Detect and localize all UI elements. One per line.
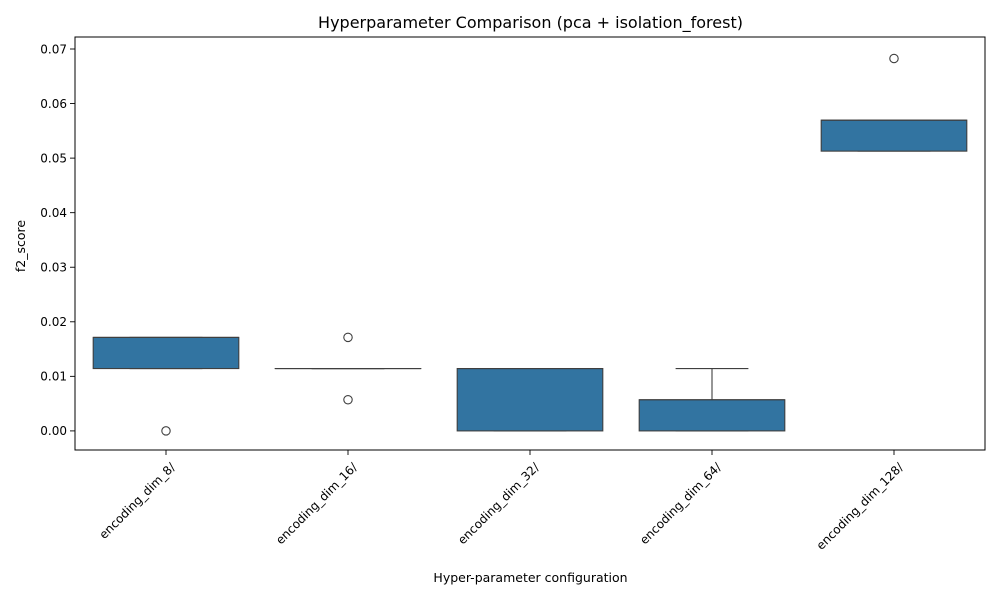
box-body <box>820 119 968 152</box>
x-tick-label: encoding_dim_8/ <box>96 459 178 541</box>
y-tick-label: 0.07 <box>40 42 67 56</box>
x-axis-label: Hyper-parameter configuration <box>433 570 627 585</box>
outlier-point <box>343 332 353 343</box>
box-body <box>638 399 786 432</box>
outlier-point <box>889 53 899 64</box>
y-tick-label: 0.03 <box>40 261 67 275</box>
y-axis-label: f2_score <box>13 220 28 273</box>
y-tick-label: 0.05 <box>40 151 67 165</box>
y-tick-label: 0.00 <box>40 424 67 438</box>
x-tick-label: encoding_dim_128/ <box>814 459 907 552</box>
x-tick-label: encoding_dim_16/ <box>273 459 361 547</box>
chart-title: Hyperparameter Comparison (pca + isolati… <box>318 13 743 33</box>
x-tick-label: encoding_dim_64/ <box>637 459 725 547</box>
y-tick-label: 0.04 <box>40 206 67 220</box>
y-tick-label: 0.01 <box>40 370 67 384</box>
y-tick-label: 0.02 <box>40 315 67 329</box>
outlier-point <box>343 395 353 405</box>
plot-area: 0.00 0.01 0.02 0.03 0.04 0.05 0.06 0.07 encoding… <box>40 36 986 553</box>
outlier-point <box>161 426 171 436</box>
y-tick-label: 0.06 <box>40 97 67 111</box>
x-tick-label: encoding_dim_32/ <box>455 459 543 547</box>
box-body <box>456 367 604 432</box>
box-body <box>92 336 240 370</box>
plot-frame <box>74 36 986 451</box>
